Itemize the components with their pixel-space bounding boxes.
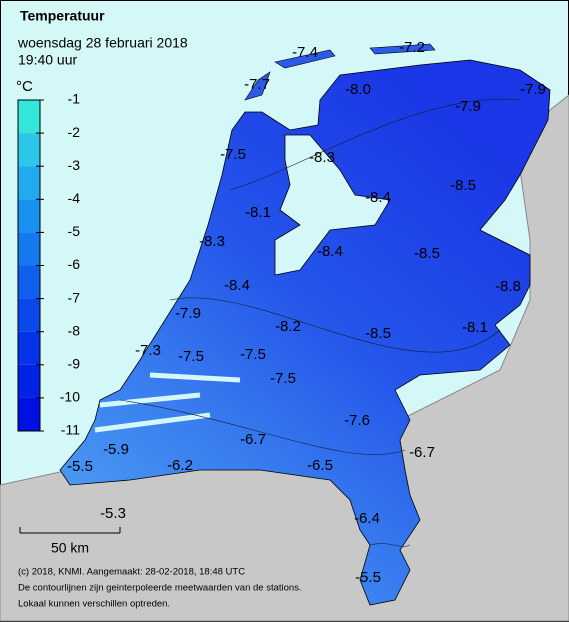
station-value: -5.5 xyxy=(67,458,93,475)
legend-label: -3 xyxy=(68,157,81,173)
legend-band xyxy=(18,232,40,266)
legend-band xyxy=(18,265,40,299)
legend-label: -4 xyxy=(68,190,81,206)
legend-label: -1 xyxy=(68,91,81,107)
legend-band xyxy=(18,364,40,398)
legend-band xyxy=(18,133,40,167)
credit: Lokaal kunnen verschillen optreden. xyxy=(18,599,170,610)
estuary xyxy=(94,372,241,433)
station-value: -8.4 xyxy=(317,243,343,260)
legend-label: -7 xyxy=(68,289,81,305)
station-value: -6.7 xyxy=(240,431,266,448)
legend-band xyxy=(18,199,40,233)
station-value: -6.5 xyxy=(307,457,333,474)
legend-label: -6 xyxy=(68,256,81,272)
credit: De contourlijnen zijn geinterpoleerde me… xyxy=(18,583,302,594)
station-value: -7.5 xyxy=(270,370,296,387)
station-value: -6.2 xyxy=(167,457,193,474)
station-value: -8.0 xyxy=(345,81,371,98)
legend-band xyxy=(18,100,40,134)
station-value: -8.5 xyxy=(365,325,391,342)
netherlands xyxy=(59,59,551,606)
island xyxy=(244,71,271,101)
station-value: -8.5 xyxy=(450,177,476,194)
station-value: -5.9 xyxy=(103,441,129,458)
station-value: -8.3 xyxy=(309,149,335,166)
station-value: -8.1 xyxy=(245,204,271,221)
station-value: -8.3 xyxy=(199,233,225,250)
station-value: -7.4 xyxy=(292,44,318,61)
legend-band xyxy=(18,331,40,365)
scale-label: 50 km xyxy=(51,540,89,556)
station-value: -8.1 xyxy=(462,319,488,336)
unit: °C xyxy=(16,78,33,95)
legend-label: -11 xyxy=(61,422,80,438)
station-value: -7.3 xyxy=(135,342,161,359)
station-value: -8.8 xyxy=(495,278,521,295)
legend-label: -10 xyxy=(60,389,80,405)
island xyxy=(369,43,436,55)
legend-label: -2 xyxy=(68,124,81,140)
station-value: -8.5 xyxy=(414,245,440,262)
station-value: -7.6 xyxy=(344,412,370,429)
station-value: -7.2 xyxy=(399,39,425,56)
station-value: -7.9 xyxy=(175,305,201,322)
legend-band xyxy=(18,166,40,200)
station-value: -5.3 xyxy=(100,505,126,522)
station-value: -7.5 xyxy=(178,348,204,365)
island xyxy=(274,49,336,69)
station-value: -8.4 xyxy=(365,189,391,206)
legend-label: -8 xyxy=(68,322,81,338)
station-value: -7.5 xyxy=(240,346,266,363)
credit: (c) 2018, KNMI. Aangemaakt: 28-02-2018, … xyxy=(18,567,245,578)
contour xyxy=(119,98,521,547)
station-value: -7.9 xyxy=(520,81,546,98)
station-value: -7.5 xyxy=(220,146,246,163)
legend-label: -5 xyxy=(68,223,81,239)
time: 19:40 uur xyxy=(18,52,77,68)
station-value: -8.2 xyxy=(275,318,301,335)
legend-band xyxy=(18,397,40,431)
station-value: -5.5 xyxy=(355,569,381,586)
station-value: -6.7 xyxy=(409,444,435,461)
legend-label: -9 xyxy=(68,356,81,372)
station-value: -8.4 xyxy=(224,277,250,294)
ijsselmeer xyxy=(274,134,391,276)
station-value: -6.4 xyxy=(354,510,380,527)
title: Temperatuur xyxy=(20,8,105,24)
station-value: -7.9 xyxy=(455,98,481,115)
station-value: -7.7 xyxy=(244,76,270,93)
date: woensdag 28 februari 2018 xyxy=(17,35,188,51)
legend-band xyxy=(18,298,40,332)
